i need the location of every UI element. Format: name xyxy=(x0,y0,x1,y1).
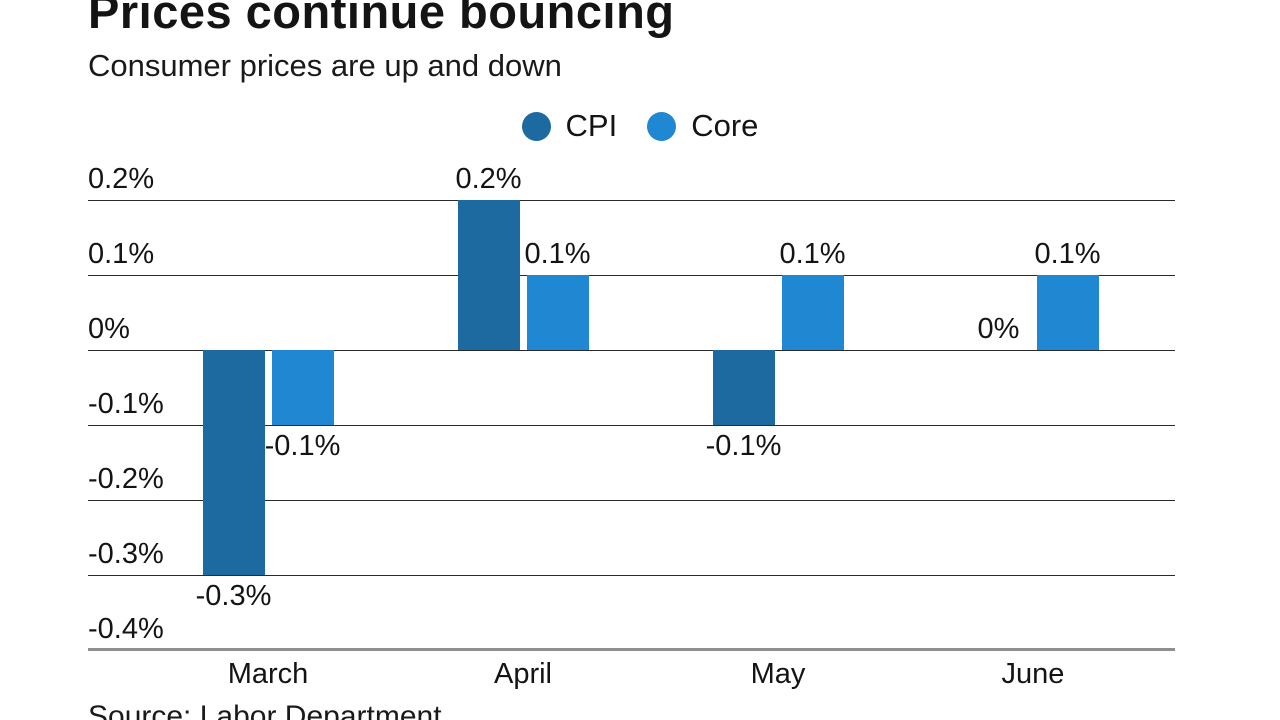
legend-dot-core xyxy=(647,111,677,141)
y-axis-tick-label: -0.3% xyxy=(88,538,164,570)
bar-core-may xyxy=(781,275,844,350)
y-gridline xyxy=(88,499,1175,501)
legend-dot-cpi xyxy=(521,111,551,141)
chart-legend: CPI Core xyxy=(0,106,1280,146)
chart-title: Prices continue bouncing xyxy=(88,0,675,38)
x-axis-line xyxy=(88,648,1175,651)
bar-value-label: 0.1% xyxy=(779,238,846,270)
y-axis-tick-label: -0.1% xyxy=(88,388,164,420)
chart-subtitle: Consumer prices are up and down xyxy=(88,48,562,83)
y-axis-tick-label: -0.2% xyxy=(88,463,164,495)
x-axis-category-label: June xyxy=(1001,658,1065,690)
y-axis-tick-label: 0% xyxy=(88,313,130,345)
bar-cpi-march xyxy=(202,350,265,575)
bar-value-label: -0.3% xyxy=(195,580,272,612)
legend-item-cpi: CPI xyxy=(521,108,618,144)
x-axis-category-label: April xyxy=(493,658,552,690)
bar-core-april xyxy=(526,275,589,350)
y-axis-tick-label: 0.2% xyxy=(88,163,155,195)
bar-value-label: 0.2% xyxy=(455,163,522,195)
source-note: Source: Labor Department xyxy=(88,700,442,720)
bar-value-label: -0.1% xyxy=(264,430,341,462)
legend-label: Core xyxy=(691,108,759,143)
y-gridline xyxy=(88,349,1175,351)
y-axis-tick-label: -0.4% xyxy=(88,613,164,645)
bar-cpi-april xyxy=(457,200,520,350)
bar-value-label: 0% xyxy=(977,313,1020,345)
bar-core-june xyxy=(1036,275,1099,350)
y-gridline xyxy=(88,274,1175,276)
bar-value-label: 0.1% xyxy=(524,238,591,270)
y-gridline xyxy=(88,199,1175,201)
bar-value-label: -0.1% xyxy=(705,430,782,462)
y-axis-tick-label: 0.1% xyxy=(88,238,155,270)
x-axis-category-label: March xyxy=(227,658,309,690)
bar-core-march xyxy=(271,350,334,425)
legend-label: CPI xyxy=(565,108,618,143)
bar-value-label: 0.1% xyxy=(1034,238,1101,270)
legend-item-core: Core xyxy=(647,108,758,144)
x-axis-category-label: May xyxy=(750,658,806,690)
bar-cpi-may xyxy=(712,350,775,425)
y-gridline xyxy=(88,574,1175,576)
y-gridline xyxy=(88,424,1175,426)
